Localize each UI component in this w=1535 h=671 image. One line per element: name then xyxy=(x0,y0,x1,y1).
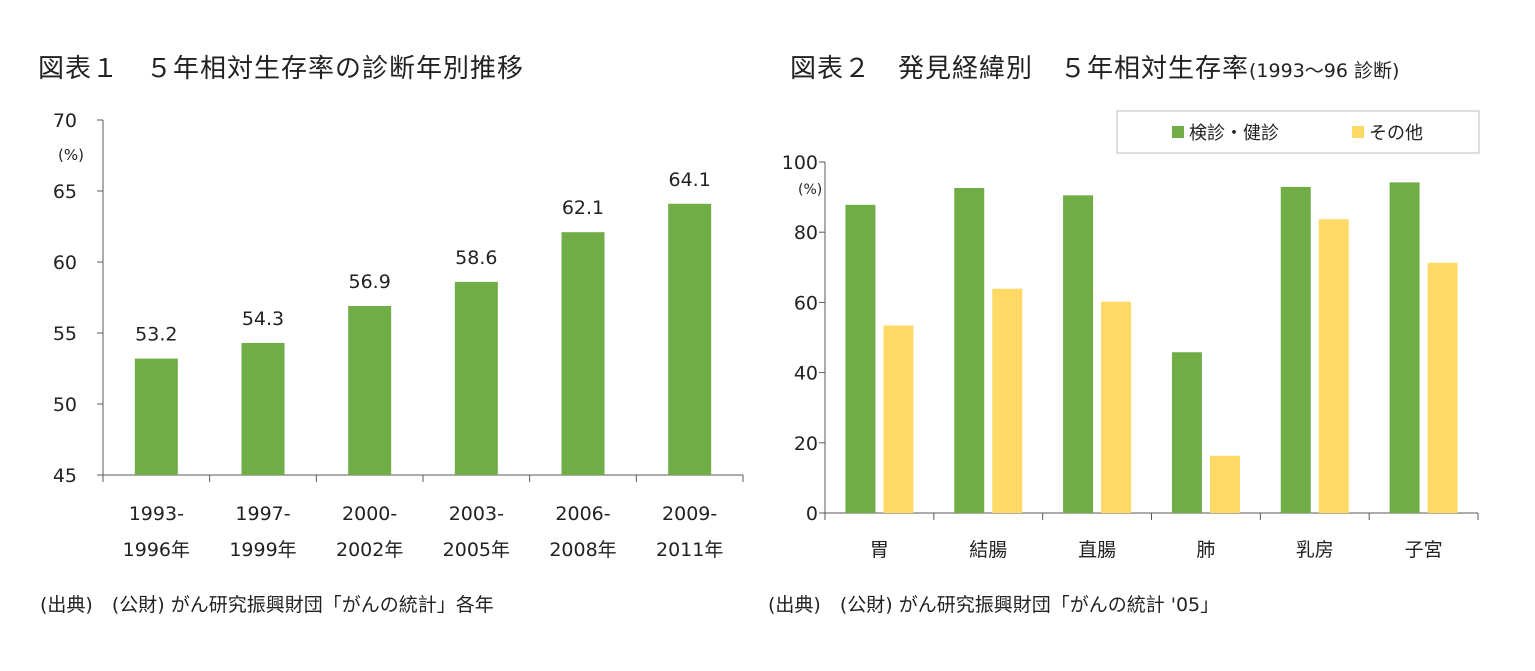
chart1-y-tick-label: 60 xyxy=(53,252,77,274)
chart2-bar-screening xyxy=(1171,352,1202,513)
chart2-title-sub: (1993～96 診断) xyxy=(1249,60,1400,82)
chart2-x-tick-label: 直腸 xyxy=(1078,539,1116,561)
chart2-y-tick-label: 20 xyxy=(794,433,818,455)
chart2-unit-label: (%) xyxy=(798,182,822,198)
chart2-y-tick-label: 0 xyxy=(806,503,818,525)
chart1-y-tick-label: 50 xyxy=(53,394,77,416)
chart1-x-tick-label: 2009- xyxy=(662,503,717,525)
chart1-x-tick-label: 1993- xyxy=(129,503,184,525)
chart1-x-tick-label: 2008年 xyxy=(549,539,616,561)
chart1-bar xyxy=(241,342,285,475)
chart2-bar-other xyxy=(1427,262,1458,513)
chart1-data-label: 53.2 xyxy=(135,324,177,346)
chart1-title: 図表１ ５年相対生存率の診断年別推移 xyxy=(38,54,525,84)
chart1-plot: 45 50 55 60 65 70 (%) 53.2 1993- 1996年 54.3 1997- 19… xyxy=(53,110,744,561)
chart1-data-label: 56.9 xyxy=(349,271,391,293)
chart2-bar-screening xyxy=(1063,195,1094,513)
chart2-bar-other xyxy=(883,325,914,513)
chart2-bar-other xyxy=(1209,455,1240,513)
chart1-y-tick-label: 55 xyxy=(53,323,77,345)
chart1-source: (出典) (公財) がん研究振興財団「がんの統計」各年 xyxy=(40,594,494,616)
chart1-x-tick-label: 2011年 xyxy=(656,539,723,561)
chart2-y-tick-label: 80 xyxy=(794,222,818,244)
chart1-bar xyxy=(561,232,605,475)
chart1-data-label: 58.6 xyxy=(455,247,497,269)
chart2-legend xyxy=(1116,110,1480,154)
chart2-y-tick-label: 100 xyxy=(782,152,818,174)
chart2-x-tick-label: 肺 xyxy=(1196,539,1215,561)
chart1-x-tick-label: 2005年 xyxy=(443,539,510,561)
chart1-data-label: 54.3 xyxy=(242,308,284,330)
chart2-plot: 0 20 40 60 80 100 (%) 胃 結腸 直腸 肺 乳房 子宮 検診・健診 その他 xyxy=(782,110,1480,561)
chart1-bar xyxy=(668,203,712,475)
chart1-bar xyxy=(454,281,498,475)
chart2-bar-screening xyxy=(954,187,985,513)
chart2-bar-screening xyxy=(845,204,876,513)
chart2-legend-label: 検診・健診 xyxy=(1189,123,1279,144)
chart1-x-tick-label: 1999年 xyxy=(229,539,296,561)
chart2-source: (出典) (公財) がん研究振興財団「がんの統計 '05」 xyxy=(768,594,1220,616)
chart1-bar xyxy=(134,358,178,475)
chart1-y-tick-label: 70 xyxy=(53,110,77,132)
chart1-unit-label: (%) xyxy=(58,146,84,164)
chart2-y-tick-label: 40 xyxy=(794,363,818,385)
chart2-bar-screening xyxy=(1280,186,1311,513)
chart2-bar-screening xyxy=(1389,182,1420,513)
chart2-bar-other xyxy=(1318,219,1349,513)
chart2-legend-swatch xyxy=(1352,126,1364,138)
chart2-bar-other xyxy=(1101,301,1132,513)
chart1-x-tick-label: 1997- xyxy=(235,503,290,525)
chart2-title: 図表２ 発見経緯別 ５年相対生存率(1993～96 診断) xyxy=(790,48,1399,85)
chart2-x-tick-label: 胃 xyxy=(870,539,889,561)
chart1-x-tick-label: 2003- xyxy=(449,503,504,525)
chart1-y-tick-label: 65 xyxy=(53,181,77,203)
chart1-y-tick-label: 45 xyxy=(53,465,77,487)
chart1-x-tick-label: 2002年 xyxy=(336,539,403,561)
chart2-x-tick-label: 子宮 xyxy=(1405,539,1443,561)
chart1-x-tick-label: 1996年 xyxy=(123,539,190,561)
chart2-y-tick-label: 60 xyxy=(794,292,818,314)
chart2-bar-other xyxy=(992,288,1023,513)
chart2-x-tick-label: 乳房 xyxy=(1296,539,1334,561)
chart1-x-tick-label: 2000- xyxy=(342,503,397,525)
chart2-title-main: 図表２ 発見経緯別 ５年相対生存率 xyxy=(790,54,1250,84)
chart1-x-tick-label: 2006- xyxy=(555,503,610,525)
chart2-legend-label: その他 xyxy=(1369,123,1423,144)
chart1-data-label: 62.1 xyxy=(562,197,604,219)
chart2-x-tick-label: 結腸 xyxy=(969,539,1007,561)
chart2-legend-swatch xyxy=(1172,126,1184,138)
chart1-data-label: 64.1 xyxy=(669,169,711,191)
chart1-bar xyxy=(348,306,392,475)
